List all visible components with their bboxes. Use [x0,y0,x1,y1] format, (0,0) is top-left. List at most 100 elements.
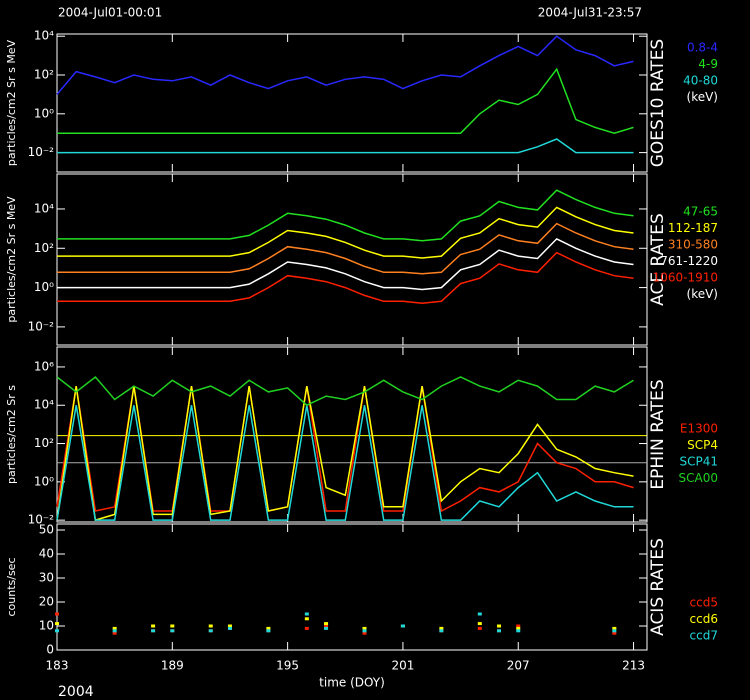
data-point [170,624,175,628]
legend-unit: (keV) [687,287,718,301]
panel-title: GOES10 RATES [648,39,668,167]
data-point [227,624,232,628]
legend-label: 47-65 [683,205,718,219]
data-point [112,626,117,630]
y-tick-label: 10⁻² [28,513,55,527]
y-tick-label: 10⁴ [34,201,54,215]
y-tick-label: 10² [34,241,54,255]
legend-label: SCP41 [679,455,718,469]
y-tick-label: 10⁰ [34,474,54,488]
y-axis-label: counts/sec [5,557,18,616]
series-line [56,375,634,407]
data-point [324,626,329,630]
data-point [516,629,521,633]
y-tick-label: 10² [34,68,54,82]
data-point [516,626,521,630]
y-tick-label: 10 [39,619,54,633]
data-point [170,629,175,633]
series-line [57,206,634,259]
panel-title: EPHIN RATES [648,379,668,489]
data-point [151,629,156,633]
data-point [324,624,329,628]
legend-label: 4-9 [698,57,718,71]
data-point [612,629,617,633]
series-line [57,237,634,291]
series-line [56,405,634,521]
data-point [304,626,309,630]
panel-title: ACE RATES [648,213,668,306]
legend-label: 310-580 [668,238,718,252]
x-tick-label: 183 [46,659,69,673]
y-tick-label: 50 [39,523,54,537]
data-point [112,629,117,633]
data-point [304,617,309,621]
data-point [266,626,271,630]
data-point [266,629,271,633]
end-label: 2004-Jul31-23:57 [538,6,642,20]
y-tick-label: 10⁶ [34,359,54,373]
legend-label: SCA00 [679,471,718,485]
data-point [208,629,213,633]
panel-title: ACIS RATES [648,538,668,636]
data-point [477,622,482,626]
data-point [362,626,367,630]
series-line [57,189,634,242]
data-point [439,626,444,630]
legend-label: 1060-1910 [653,271,718,285]
legend-label: 0.8-4 [687,41,718,55]
data-point [55,622,59,626]
legend-label: E1300 [680,422,718,436]
y-tick-label: 20 [39,595,54,609]
data-point [227,626,232,630]
x-tick-label: 201 [391,659,414,673]
y-tick-label: 10² [34,436,54,450]
panel-frame [56,173,648,346]
legend-unit: (keV) [687,90,718,104]
legend-label: ccd7 [690,629,718,643]
x-tick-label: 207 [507,659,530,673]
data-point [400,624,405,628]
data-point [477,612,482,616]
data-point [324,622,329,626]
y-tick-label: 0 [46,643,54,657]
y-tick-label: 10⁰ [34,280,54,294]
data-point [497,624,502,628]
data-point [477,626,482,630]
y-tick-label: 10⁻² [28,145,55,159]
data-point [208,624,213,628]
year-label: 2004 [58,684,94,700]
data-point [612,631,617,635]
y-tick-label: 10⁰ [34,106,54,120]
y-axis-label: particles/cm2 Sr s MeV [5,196,18,323]
data-point [497,629,502,633]
series-line [56,35,634,95]
legend-label: SCP4 [687,438,718,452]
panel-frame [56,523,648,651]
legend-label: 40-80 [683,74,718,88]
series-line [57,138,634,154]
y-tick-label: 30 [39,571,54,585]
data-point [112,631,117,635]
legend-label: ccd5 [690,596,718,610]
y-tick-label: 10⁴ [34,398,54,412]
legend-label: ccd6 [690,612,718,626]
x-tick-label: 213 [622,659,645,673]
y-tick-label: 40 [39,547,54,561]
x-tick-label: 189 [161,659,184,673]
data-point [362,629,367,633]
start-label: 2004-Jul01-00:01 [58,6,162,20]
y-tick-label: 10⁻² [28,319,55,333]
series-line [57,222,634,275]
panel-frame [56,33,648,173]
data-point [55,629,59,633]
panel-frame [56,346,648,523]
data-point [516,624,521,628]
data-point [304,612,309,616]
y-axis-label: particles/cm2 Sr s MeV [5,39,18,166]
legend-label: 112-187 [668,221,718,235]
series-line [57,67,634,134]
data-point [362,631,367,635]
x-tick-label: 195 [276,659,299,673]
y-axis-label: particles/cm2 Sr s [5,385,18,484]
